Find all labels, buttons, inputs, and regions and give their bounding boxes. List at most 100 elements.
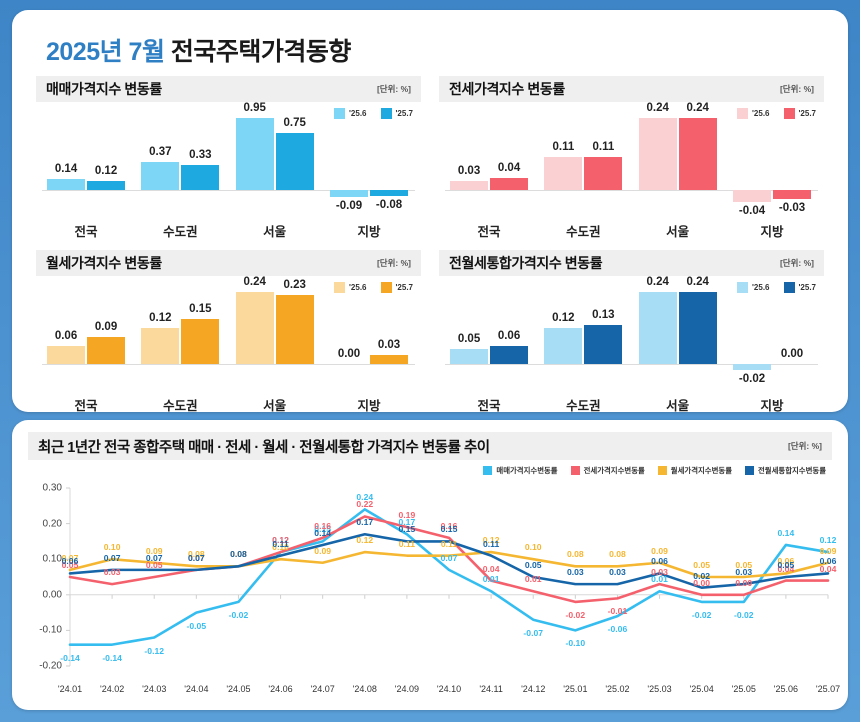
bar-column: 0.12 [141,276,180,418]
data-point-label: 0.03 [735,567,753,578]
data-point-label: 0.06 [777,556,795,567]
trend-series-line-3 [68,550,830,579]
page-title: 2025년 7월 전국주택가격동향 [46,32,830,68]
legend-swatch-icon [334,108,346,119]
panel-unit-note: [단위: %] [779,258,814,268]
legend-label: '25.7 [395,283,413,292]
data-point-label: 0.15 [398,524,416,535]
data-point-label: -0.01 [607,606,628,617]
data-point-label: 0.10 [524,542,542,553]
bar-value-label: 0.12 [552,312,575,324]
panel-unit-note: [단위: %] [376,84,411,94]
category-label: 수도권 [163,225,198,239]
bar [370,190,409,197]
legend-swatch-icon [380,282,392,293]
data-point-label: 0.15 [440,524,458,535]
panel-title: 매매가격지수 변동률 [46,81,162,97]
data-point-label: -0.02 [565,609,586,620]
category-label: 서울 [666,399,690,413]
legend-swatch-icon [737,108,749,119]
data-point-label: 0.01 [651,574,668,585]
bar-group-수도권: 0.12 0.13 수도권 [541,276,626,418]
bar-value-label: 0.00 [337,348,361,360]
data-point-label: 0.03 [103,567,121,578]
bar-pair: 0.14 0.12 [47,102,126,244]
legend-swatch-icon [745,466,754,475]
data-point-label: -0.02 [228,609,249,620]
bar-pair: 0.37 0.33 [141,102,220,244]
bar-value-label: 0.06 [497,330,521,342]
bar-pair: 0.12 0.13 [544,276,623,418]
legend-swatch-icon [483,466,493,475]
legend-item: '25.7 [783,282,816,293]
data-point-label: 0.09 [651,545,668,556]
bar-group-서울: 0.24 0.24 서울 [635,276,720,418]
data-point-label: 0.01 [482,574,500,585]
bar [181,319,220,364]
bar-group-서울: 0.24 0.23 서울 [232,276,317,418]
bar-value-label: 0.03 [457,165,481,177]
trend-title: 최근 1년간 전국 종합주택 매매 · 전세 · 월세 · 전월세통합 가격지수… [38,439,490,456]
bar-group-지방: 0.00 0.03 지방 [327,276,412,418]
data-point-label: 0.09 [145,545,163,556]
bar-pair: 0.12 0.15 [141,276,220,418]
data-point-label: 0.07 [187,552,205,563]
bar-group-수도권: 0.37 0.33 수도권 [138,102,223,244]
zero-axis-line [445,364,818,365]
legend-item: '25.6 [737,282,770,293]
bar-value-label: 0.11 [552,141,575,153]
legend-label: '25.6 [752,109,770,118]
bar [47,346,86,364]
data-point-label: 0.04 [819,563,837,574]
data-point-label: 0.12 [819,535,837,546]
data-point-label: 0.11 [482,538,500,549]
data-point-label: 0.00 [693,577,711,588]
x-axis-tick-label: '24.08 [352,684,377,694]
trend-unit-note: [단위: %] [787,441,822,451]
panel-plot: 0.05 0.06 전국 0.12 0.13 수도권 0.24 0.24 서울 -0.02 0.00… [439,276,824,418]
y-axis-tick-label: 0.00 [42,589,62,601]
bar-group-지방: -0.02 0.00 지방 [730,276,815,418]
x-axis-tick-label: '24.11 [479,684,503,694]
data-point-label: 0.08 [230,549,247,560]
bar-pair: 0.03 0.04 [450,102,529,244]
bar [141,161,180,190]
trend-legend-item: 전월세통합지수변동률 [745,465,826,476]
data-point-label: 0.07 [145,552,163,563]
bar-value-label: 0.04 [497,162,521,174]
trend-legend-item: 전세가격지수변동률 [570,465,645,476]
bar-value-label: 0.13 [592,309,615,321]
bar-value-label: 0.24 [686,276,709,288]
legend-item: '25.6 [334,108,367,119]
bar [773,190,812,199]
bar-pair: 0.11 0.11 [544,102,623,244]
data-point-label: 0.09 [314,545,332,556]
data-point-label: -0.10 [565,638,586,649]
data-point-label: 0.08 [566,549,584,560]
bar-pair: 0.00 0.03 [330,276,409,418]
data-point-label: 0.05 [61,560,79,570]
zero-axis-line [42,190,415,191]
bar-group-수도권: 0.11 0.11 수도권 [541,102,626,244]
bar-pair: 0.24 0.24 [638,102,717,244]
bar-column: 0.06 [490,276,529,418]
bar [235,292,274,364]
category-label: 전국 [477,399,501,413]
panel-legend: '25.6 '25.7 [334,108,413,119]
bar-value-label: 0.33 [189,148,212,161]
legend-swatch-icon [783,282,795,293]
data-point-label: 0.08 [230,549,247,560]
bar-pair: -0.09 -0.08 [330,102,409,244]
panel-plot: 0.06 0.09 전국 0.12 0.15 수도권 0.24 0.23 서울 0.00 0.03 지… [36,276,421,418]
data-point-label: 0.07 [440,552,458,563]
bar-value-label: 0.09 [94,321,118,333]
bar-column: -0.04 [733,102,772,244]
bar-group-전국: 0.03 0.04 전국 [447,102,532,244]
bar-column: 0.12 [87,102,126,244]
category-label: 서울 [263,225,287,239]
data-point-label: 0.08 [187,549,205,560]
data-point-label: 0.01 [524,574,542,585]
bar-column: 0.00 [773,276,811,418]
bar-column: 0.24 [678,102,717,244]
panel-header: 전세가격지수 변동률 [단위: %] [439,76,824,102]
